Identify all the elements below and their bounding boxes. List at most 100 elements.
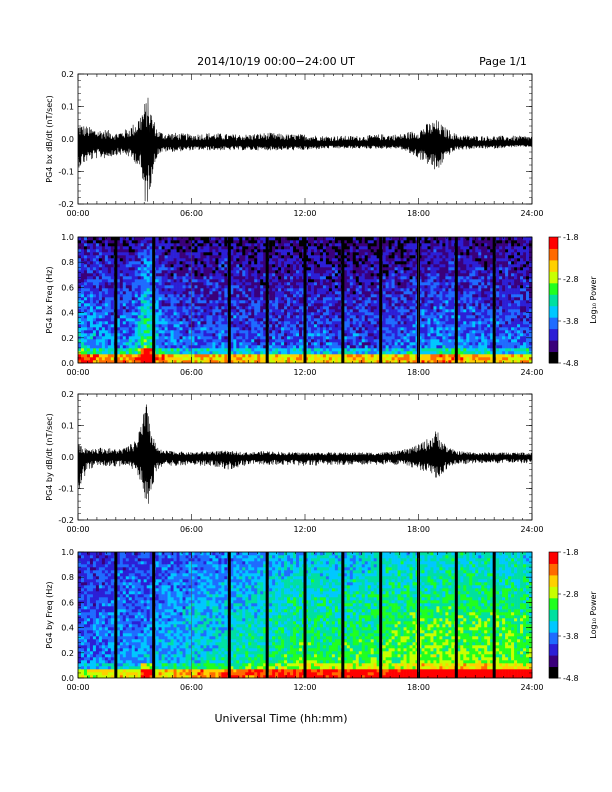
spectrogram-cell <box>236 252 240 256</box>
spectrogram-cell <box>170 249 174 253</box>
spectrogram-cell <box>370 273 374 277</box>
spectrogram-cell <box>385 303 389 307</box>
spectrogram-cell <box>272 240 276 244</box>
spectrogram-cell <box>104 306 109 310</box>
spectrogram-cell <box>137 282 142 286</box>
spectrogram-cell <box>397 255 401 259</box>
spectrogram-cell <box>376 303 380 307</box>
spectrogram-cell <box>128 324 133 328</box>
spectrogram-cell <box>137 288 142 292</box>
spectrogram-cell <box>122 312 127 316</box>
spectrogram-cell <box>334 258 339 262</box>
spectrogram-cell <box>281 321 285 325</box>
spectrogram-cell <box>89 318 94 322</box>
spectrogram-cell <box>290 288 294 292</box>
spectrogram-cell <box>349 291 354 295</box>
spectrogram-cell <box>388 321 392 325</box>
spectrogram-cell <box>403 237 407 241</box>
spectrogram-cell <box>370 264 374 268</box>
spectrogram-cell <box>239 264 243 268</box>
spectrogram-cell <box>83 309 88 313</box>
spectrogram-cell <box>328 333 333 337</box>
spectrogram-cell <box>376 333 380 337</box>
spectrogram-cell <box>346 240 351 244</box>
spectrogram-cell <box>394 294 398 298</box>
spectrogram-cell <box>403 321 407 325</box>
spectrogram-cell <box>418 261 422 265</box>
spectrogram-cell <box>158 267 162 271</box>
spectrogram-cell <box>364 354 369 358</box>
spectrogram-cell <box>125 324 130 328</box>
spectrogram-cell <box>397 288 401 292</box>
spectrogram-cell <box>107 318 112 322</box>
spectrogram-cell <box>218 339 222 343</box>
spectrogram-cell <box>194 273 198 277</box>
spectrogram-cell <box>337 237 342 241</box>
spectrogram-cell <box>263 276 267 280</box>
spectrogram-cell <box>400 315 404 319</box>
spectrogram-cell <box>251 354 255 358</box>
spectrogram-cell <box>281 327 285 331</box>
spectrogram-cell <box>134 288 139 292</box>
spectrogram-cell <box>343 303 348 307</box>
spectrogram-cell <box>388 294 392 298</box>
spectrogram-cell <box>337 267 342 271</box>
spectrogram-cell <box>104 351 109 355</box>
spectrogram-cell <box>185 327 189 331</box>
spectrogram-cell <box>305 300 309 304</box>
spectrogram-cell <box>215 276 219 280</box>
spectrogram-cell <box>116 258 121 262</box>
spectrogram-cell <box>373 360 377 364</box>
spectrogram-cell <box>367 264 372 268</box>
spectrogram-cell <box>278 324 282 328</box>
spectrogram-cell <box>278 357 282 361</box>
spectrogram-cell <box>349 240 354 244</box>
spectrogram-cell <box>343 354 348 358</box>
spectrogram-cell <box>364 330 369 334</box>
spectrogram-cell <box>278 264 282 268</box>
spectrogram-cell <box>92 261 97 265</box>
spectrogram-cell <box>418 279 422 283</box>
spectrogram-cell <box>104 261 109 265</box>
spectrogram-cell <box>137 237 142 241</box>
spectrogram-cell <box>352 309 357 313</box>
spectrogram-cell <box>275 321 279 325</box>
spectrogram-cell <box>352 288 357 292</box>
spectrogram-cell <box>209 258 213 262</box>
spectrogram-cell <box>278 336 282 340</box>
spectrogram-cell <box>230 273 234 277</box>
spectrogram-cell <box>78 300 82 304</box>
spectrogram-cell <box>170 306 174 310</box>
spectrogram-cell <box>137 243 142 247</box>
spectrogram-cell <box>364 324 369 328</box>
spectrogram-cell <box>110 327 115 331</box>
spectrogram-cell <box>281 348 285 352</box>
spectrogram-cell <box>191 300 195 304</box>
spectrogram-cell <box>125 333 130 337</box>
spectrogram-cell <box>224 246 228 250</box>
spectrogram-cell <box>158 318 162 322</box>
spectrogram-cell <box>376 291 380 295</box>
spectrogram-cell <box>397 252 401 256</box>
spectrogram-cell <box>400 255 404 259</box>
spectrogram-cell <box>299 321 303 325</box>
spectrogram-cell <box>104 303 109 307</box>
spectrogram-cell <box>373 348 377 352</box>
spectrogram-cell <box>98 237 103 241</box>
spectrogram-cell <box>158 270 162 274</box>
spectrogram-cell <box>122 246 127 250</box>
spectrogram-cell <box>310 297 315 301</box>
spectrogram-cell <box>143 339 147 343</box>
spectrogram-cell <box>242 324 246 328</box>
spectrogram-cell <box>352 345 357 349</box>
spectrogram-cell <box>412 282 416 286</box>
spectrogram-cell <box>272 294 276 298</box>
spectrogram-cell <box>349 261 354 265</box>
spectrogram-cell <box>388 279 392 283</box>
spectrogram-cell <box>400 351 404 355</box>
spectrogram-cell <box>176 276 180 280</box>
spectrogram-cell <box>191 315 195 319</box>
spectrogram-cell <box>212 321 216 325</box>
spectrogram-cell <box>194 252 198 256</box>
spectrogram-cell <box>98 288 103 292</box>
